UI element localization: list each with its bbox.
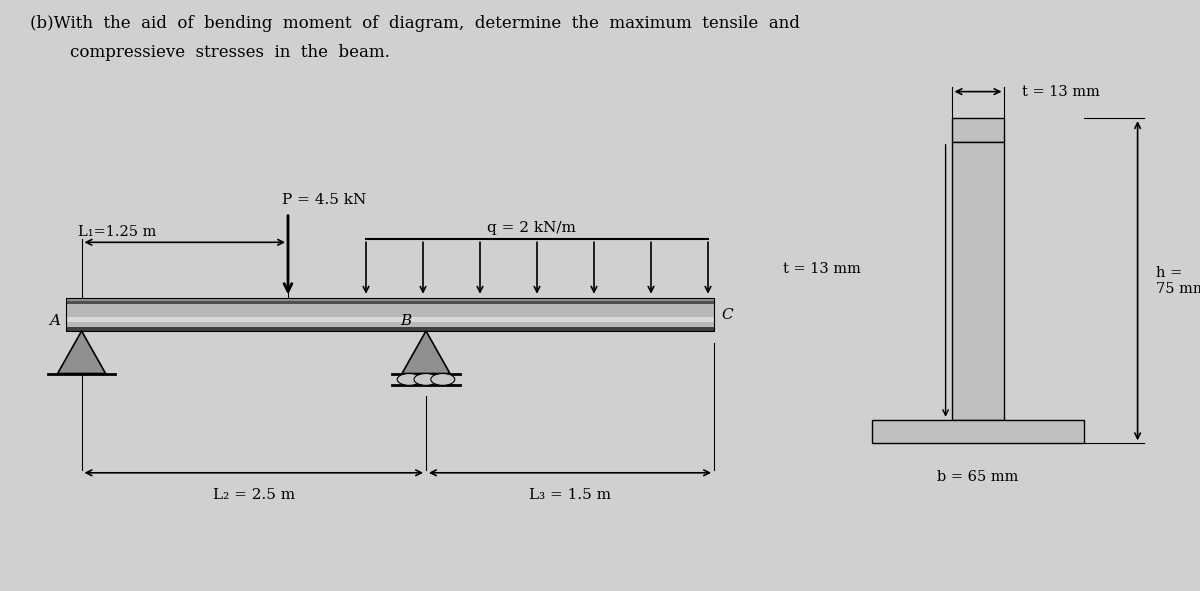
Circle shape — [431, 374, 455, 385]
Text: t = 13 mm: t = 13 mm — [1022, 85, 1100, 99]
Text: A: A — [49, 314, 60, 328]
Text: (b)With  the  aid  of  bending  moment  of  diagram,  determine  the  maximum  t: (b)With the aid of bending moment of dia… — [30, 15, 800, 32]
Text: q = 2 kN/m: q = 2 kN/m — [486, 220, 576, 235]
Bar — [66, 298, 714, 301]
Bar — [952, 118, 1004, 142]
Bar — [66, 327, 714, 331]
Bar — [952, 142, 1004, 420]
Polygon shape — [58, 331, 106, 374]
Text: b = 65 mm: b = 65 mm — [937, 470, 1019, 484]
Polygon shape — [402, 331, 450, 374]
Text: compressieve  stresses  in  the  beam.: compressieve stresses in the beam. — [70, 44, 390, 61]
Bar — [66, 298, 714, 331]
Bar — [66, 317, 714, 322]
Text: C: C — [721, 308, 733, 322]
Text: B: B — [401, 314, 412, 328]
Circle shape — [414, 374, 438, 385]
Text: t = 13 mm: t = 13 mm — [782, 262, 860, 276]
Bar — [872, 420, 1084, 443]
Bar — [66, 298, 714, 304]
Text: h =
75 mm: h = 75 mm — [1156, 265, 1200, 296]
Text: P = 4.5 kN: P = 4.5 kN — [282, 193, 366, 207]
Circle shape — [397, 374, 421, 385]
Bar — [66, 304, 714, 327]
Text: L₁=1.25 m: L₁=1.25 m — [78, 225, 156, 239]
Text: L₂ = 2.5 m: L₂ = 2.5 m — [212, 488, 295, 502]
Text: L₃ = 1.5 m: L₃ = 1.5 m — [529, 488, 611, 502]
